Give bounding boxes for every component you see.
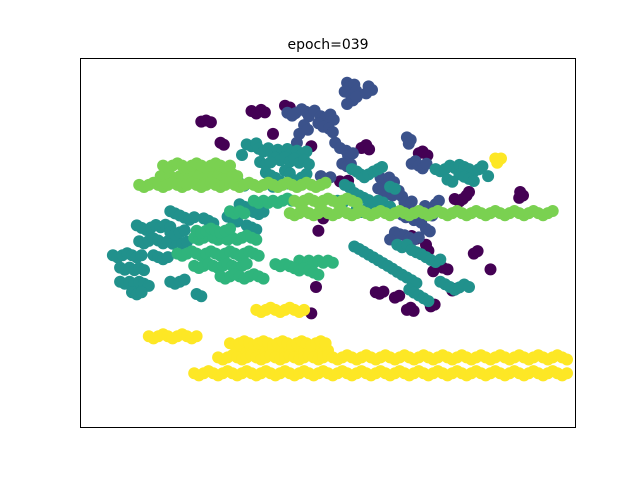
scatter-point-3-82 — [326, 256, 339, 269]
scatter-point-2-21 — [302, 158, 315, 171]
scatter-point-3-34 — [224, 222, 236, 235]
scatter-point-0-41 — [377, 285, 390, 298]
scatter-point-1-22 — [327, 113, 340, 126]
scatter-point-2-109 — [422, 295, 435, 308]
scatter-point-1-76 — [432, 194, 445, 207]
scatter-point-5-3 — [491, 156, 504, 169]
scatter-point-1-43 — [420, 157, 433, 170]
scatter-point-0-11 — [267, 127, 279, 140]
scatter-point-4-31 — [224, 159, 236, 172]
scatter-point-1-11 — [360, 87, 373, 100]
scatter-point-2-44 — [376, 161, 388, 173]
scatter-point-1-71 — [423, 225, 436, 238]
scatter-point-5-25 — [190, 330, 203, 343]
scatter-point-3-52 — [252, 249, 265, 262]
scatter-point-3-64 — [240, 257, 253, 270]
scatter-point-1-35 — [346, 147, 359, 160]
scatter-point-4-141 — [546, 205, 559, 217]
scatter-point-2-70 — [476, 160, 489, 173]
scatter-point-3-12 — [238, 207, 251, 220]
scatter-point-2-200 — [195, 290, 208, 303]
scatter-point-1-68 — [412, 231, 425, 244]
scatter-point-2-35 — [300, 168, 313, 180]
scatter-point-2-184 — [138, 264, 150, 277]
axes-frame — [80, 58, 576, 428]
scatter-point-4-71 — [319, 176, 332, 189]
scatter-points — [106, 76, 573, 382]
scatter-point-1-56 — [405, 195, 418, 208]
scatter-point-0-2 — [204, 116, 217, 129]
scatter-point-1-8 — [350, 90, 363, 103]
scatter-point-2-116 — [463, 281, 475, 293]
scatter-point-0-33 — [441, 263, 454, 276]
scatter-point-5-65 — [319, 337, 332, 350]
scatter-point-2-171 — [178, 224, 191, 237]
scatter-point-2-198 — [178, 273, 191, 286]
scatter-point-0-43 — [393, 289, 406, 302]
scatter-point-0-31 — [463, 186, 475, 198]
scatter-point-2-77 — [439, 163, 452, 176]
scatter-point-0-29 — [514, 186, 527, 198]
scatter-point-5-218 — [561, 367, 573, 380]
scatter-point-2-90 — [434, 253, 447, 266]
scatter-point-0-54 — [310, 281, 322, 293]
scatter-point-0-15 — [363, 143, 376, 156]
scatter-point-0-38 — [427, 265, 440, 278]
scatter-point-5-139 — [561, 353, 573, 366]
scatter-point-0-46 — [407, 304, 420, 317]
scatter-point-3-74 — [257, 272, 270, 285]
scatter-point-0-51 — [484, 263, 497, 276]
scatter-point-1-29 — [301, 123, 314, 136]
scatter-point-2-74 — [467, 175, 480, 187]
scatter-point-2-194 — [135, 286, 148, 299]
scatter-point-0-26 — [312, 224, 325, 237]
chart-title: epoch=039 — [287, 37, 368, 53]
scatter-point-2-25 — [236, 149, 248, 161]
scatter-point-2-167 — [161, 251, 174, 264]
scatter-point-2-127 — [257, 205, 270, 218]
scatter-point-2-24 — [264, 156, 277, 169]
scatter-point-1-26 — [326, 126, 339, 139]
scatter-point-2-79 — [446, 175, 459, 188]
scatter-point-1-7 — [341, 98, 354, 110]
scatter-point-0-6 — [258, 106, 271, 119]
scatter-point-2-80 — [482, 170, 495, 183]
scatter-point-0-50 — [471, 245, 484, 258]
scatter-point-1-38 — [402, 137, 415, 150]
scatter-point-2-62 — [388, 182, 401, 195]
scatter-point-0-10 — [217, 138, 230, 151]
scatter-point-2-144 — [188, 211, 201, 224]
scatter-point-3-92 — [312, 268, 325, 281]
scatter-point-2-178 — [135, 249, 148, 262]
scatter-point-5-14 — [298, 303, 311, 316]
scatter-point-3-26 — [250, 233, 263, 246]
